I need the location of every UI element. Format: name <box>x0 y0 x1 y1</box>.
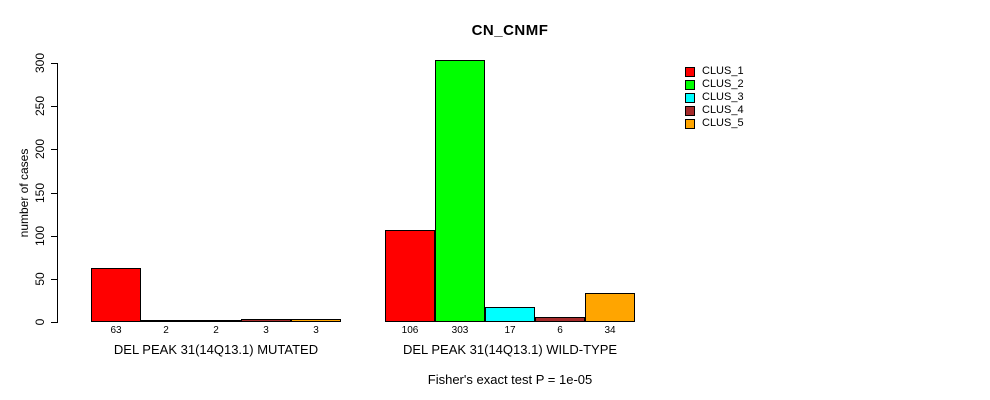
bar-clus_3 <box>485 307 535 322</box>
legend-item-label: CLUS_2 <box>702 78 744 90</box>
bar-clus_5 <box>585 292 635 322</box>
x-group-label-mutated: DEL PEAK 31(14Q13.1) MUTATED <box>113 342 319 357</box>
bar-clus_2 <box>141 320 191 322</box>
y-axis-tick <box>51 192 57 194</box>
legend-swatch-icon <box>685 105 695 116</box>
bar-value-label: 17 <box>504 325 516 336</box>
legend-item-label: CLUS_5 <box>702 117 744 129</box>
bar-value-label: 63 <box>110 325 122 336</box>
y-axis-tick <box>51 235 57 237</box>
bar-clus_3 <box>191 320 241 322</box>
y-axis-tick <box>51 106 57 108</box>
bar-value-label: 2 <box>163 325 169 336</box>
y-axis-tick-label: 50 <box>33 272 47 286</box>
legend: CLUS_1 CLUS_2 CLUS_3 CLUS_4 CLUS_5 <box>685 65 744 130</box>
bar-value-label: 2 <box>213 325 219 336</box>
legend-swatch-icon <box>685 79 695 90</box>
y-axis-tick <box>51 63 57 64</box>
legend-swatch-icon <box>685 118 695 129</box>
x-group-label-wild-type: DEL PEAK 31(14Q13.1) WILD-TYPE <box>402 342 618 357</box>
y-axis-tick-label: 100 <box>33 225 47 246</box>
y-axis-tick-label: 300 <box>33 52 47 74</box>
legend-item-label: CLUS_4 <box>702 104 744 116</box>
legend-swatch-icon <box>685 66 695 77</box>
bar-value-label: 3 <box>263 325 269 336</box>
y-axis-line <box>57 63 58 323</box>
bar-clus_2 <box>435 60 485 322</box>
y-axis-tick-label: 0 <box>33 318 47 326</box>
y-axis-tick <box>51 149 57 151</box>
y-axis-tick-label: 150 <box>33 182 47 203</box>
bar-clus_1 <box>91 267 141 322</box>
y-axis-tick-label: 250 <box>33 96 47 117</box>
bar-value-label: 3 <box>313 325 319 336</box>
legend-row: CLUS_5 <box>685 117 744 130</box>
legend-item-label: CLUS_1 <box>702 65 744 77</box>
y-axis-tick <box>51 322 57 323</box>
chart-title: CN_CNMF <box>471 22 549 39</box>
bar-value-label: 34 <box>604 325 616 336</box>
bar-clus_5 <box>291 319 341 322</box>
bar-value-label: 106 <box>401 325 419 336</box>
legend-swatch-icon <box>685 92 695 103</box>
y-axis-label: number of cases <box>17 148 31 238</box>
bar-value-label: 303 <box>451 325 469 336</box>
bar-clus_4 <box>241 319 291 322</box>
y-axis-tick-label: 200 <box>33 139 47 160</box>
bar-clus_4 <box>535 316 585 322</box>
legend-row: CLUS_4 <box>685 104 744 117</box>
y-axis-tick <box>51 278 57 280</box>
bar-clus_1 <box>385 230 435 322</box>
fisher-test-note: Fisher's exact test P = 1e-05 <box>427 372 593 387</box>
bar-value-label: 6 <box>557 325 563 336</box>
legend-item-label: CLUS_3 <box>702 91 744 103</box>
legend-row: CLUS_1 <box>685 65 744 78</box>
legend-row: CLUS_3 <box>685 91 744 104</box>
legend-row: CLUS_2 <box>685 78 744 91</box>
